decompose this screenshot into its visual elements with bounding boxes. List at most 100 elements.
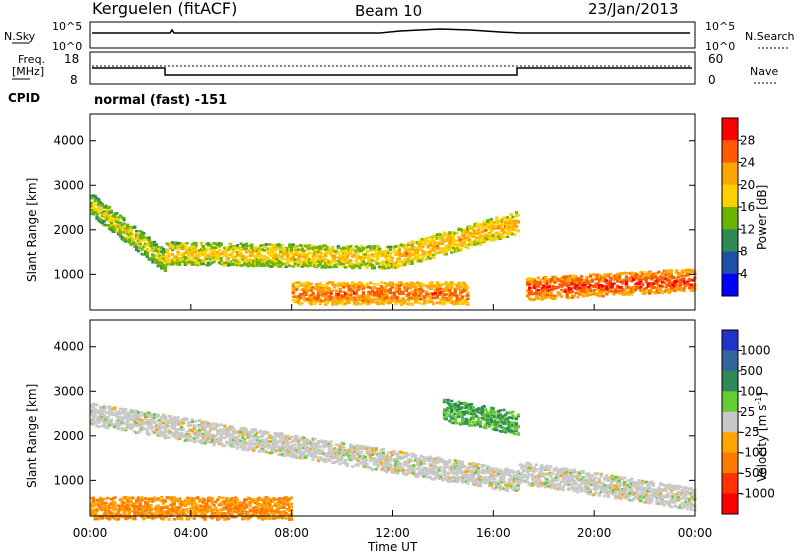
- echo-cell: [589, 293, 593, 296]
- echo-cell: [352, 298, 357, 301]
- echo-cell: [415, 256, 420, 260]
- echo-cell: [329, 265, 333, 269]
- echo-cell: [196, 433, 200, 436]
- echo-cell: [203, 441, 207, 445]
- echo-cell: [93, 199, 97, 203]
- echo-cell: [338, 446, 342, 450]
- echo-cell: [124, 422, 128, 426]
- echo-cell: [140, 411, 144, 414]
- echo-cell: [315, 255, 319, 258]
- echo-cell: [120, 235, 124, 239]
- echo-cell: [615, 274, 620, 278]
- echo-cell: [106, 206, 110, 210]
- echo-cell: [261, 438, 265, 442]
- echo-cell: [396, 251, 400, 255]
- echo-cell: [504, 217, 508, 220]
- echo-cell: [160, 257, 164, 261]
- echo-cell: [455, 243, 459, 247]
- echo-cell: [282, 249, 286, 252]
- echo-cell: [598, 276, 602, 279]
- echo-cell: [266, 260, 270, 263]
- echo-cell: [138, 240, 142, 243]
- echo-cell: [284, 435, 288, 438]
- echo-cell: [367, 294, 371, 297]
- echo-cell: [535, 292, 539, 296]
- echo-cell: [176, 261, 180, 265]
- echo-cell: [199, 262, 203, 266]
- echo-cell: [635, 273, 639, 276]
- echo-band: [90, 194, 167, 272]
- echo-cell: [412, 296, 416, 299]
- echo-cell: [165, 263, 169, 266]
- echo-cell: [322, 294, 326, 298]
- echo-cell: [257, 450, 261, 453]
- echo-cell: [232, 445, 236, 448]
- echo-cell: [338, 295, 342, 299]
- echo-cell: [599, 276, 603, 280]
- echo-cell: [493, 238, 497, 242]
- echo-cell: [163, 418, 167, 421]
- echo-cell: [252, 443, 256, 446]
- echo-cell: [322, 290, 326, 293]
- echo-cell: [651, 272, 656, 276]
- echo-cell: [190, 263, 194, 266]
- echo-cell: [147, 411, 151, 415]
- echo-cell: [671, 283, 675, 287]
- echo-cell: [136, 237, 140, 241]
- echo-cell: [405, 249, 409, 252]
- echo-cell: [225, 441, 229, 444]
- echo-cell: [93, 403, 97, 406]
- colorbar-swatch: [722, 184, 738, 208]
- echo-cell: [275, 243, 279, 247]
- echo-cell: [560, 280, 564, 283]
- echo-cell: [228, 441, 232, 444]
- echo-cell: [151, 241, 155, 244]
- echo-cell: [601, 278, 605, 282]
- echo-cell: [324, 460, 328, 463]
- echo-cell: [313, 452, 317, 456]
- echo-cell: [487, 236, 492, 240]
- echo-cell: [360, 302, 364, 306]
- echo-cell: [417, 294, 421, 297]
- echo-cell: [300, 443, 304, 447]
- echo-cell: [361, 445, 366, 449]
- echo-cell: [172, 420, 176, 423]
- echo-cell: [333, 249, 337, 253]
- echo-cell: [235, 244, 239, 247]
- echo-cell: [327, 247, 331, 250]
- echo-cell: [455, 301, 459, 305]
- echo-cell: [284, 444, 288, 447]
- echo-cell: [340, 298, 344, 301]
- echo-cell: [496, 219, 501, 222]
- echo-cell: [349, 259, 353, 262]
- echo-cell: [554, 294, 559, 298]
- echo-cell: [228, 438, 232, 442]
- echo-cell: [315, 246, 319, 249]
- echo-cell: [340, 451, 344, 455]
- echo-cell: [216, 251, 220, 254]
- echo-cell: [553, 297, 557, 300]
- echo-cell: [174, 261, 178, 264]
- echo-cell: [145, 413, 149, 416]
- echo-cell: [628, 290, 632, 293]
- echo-cell: [361, 291, 366, 294]
- echo-cell: [356, 459, 360, 462]
- echo-cell: [304, 440, 308, 444]
- echo-cell: [118, 411, 122, 415]
- echo-cell: [156, 415, 160, 418]
- echo-cell: [138, 419, 142, 422]
- echo-cell: [333, 447, 337, 450]
- echo-cell: [178, 428, 182, 431]
- echo-cell: [304, 299, 308, 302]
- echo-cell: [329, 443, 333, 447]
- echo-cell: [419, 291, 423, 295]
- echo-cell: [216, 423, 220, 427]
- echo-cell: [352, 450, 357, 454]
- echo-cell: [356, 444, 360, 448]
- echo-cell: [145, 415, 149, 418]
- echo-cell: [160, 246, 164, 250]
- echo-cell: [351, 264, 355, 268]
- echo-cell: [513, 233, 517, 236]
- power-plot-area: [90, 194, 697, 306]
- echo-cell: [295, 288, 299, 291]
